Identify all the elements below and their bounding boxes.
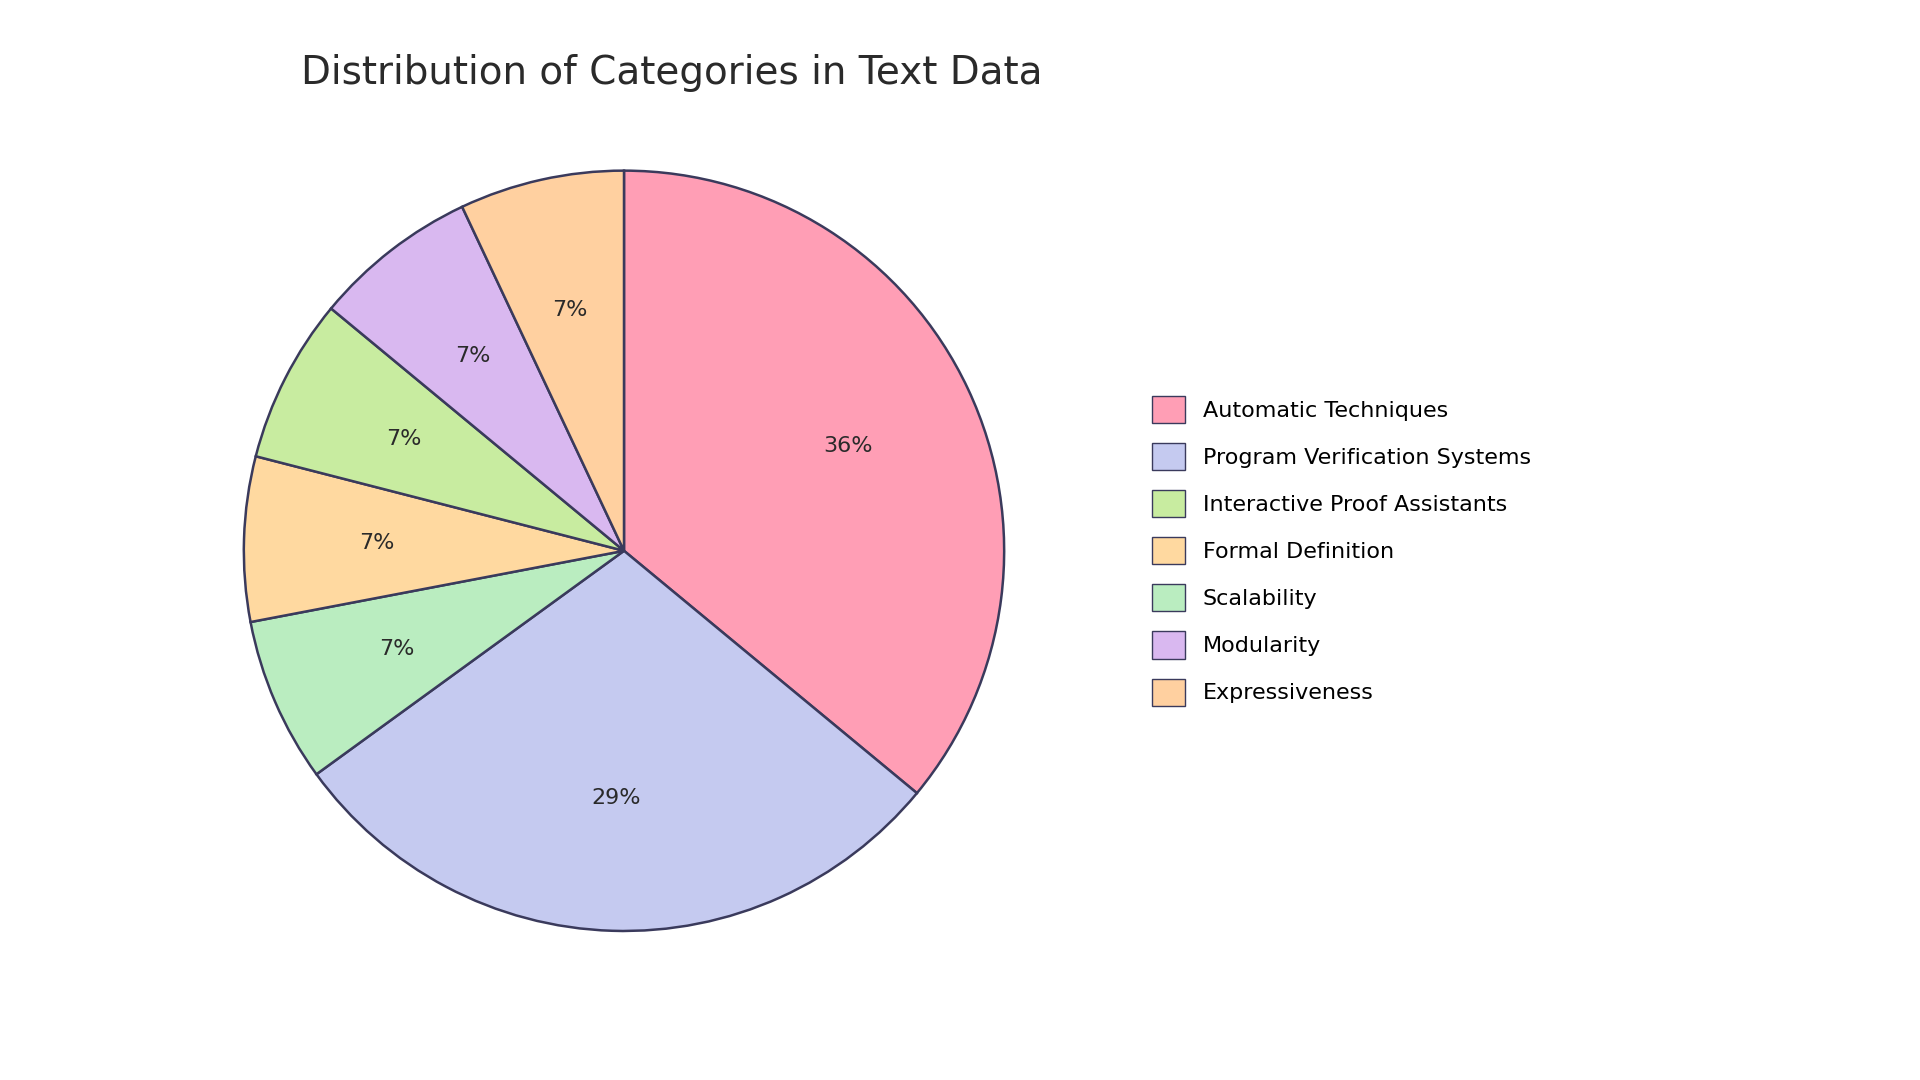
- Wedge shape: [624, 171, 1004, 793]
- Wedge shape: [317, 551, 918, 931]
- Text: 7%: 7%: [455, 346, 490, 365]
- Wedge shape: [252, 551, 624, 774]
- Text: 29%: 29%: [591, 787, 641, 808]
- Text: 7%: 7%: [380, 639, 415, 659]
- Text: 7%: 7%: [359, 534, 396, 553]
- Legend: Automatic Techniques, Program Verification Systems, Interactive Proof Assistants: Automatic Techniques, Program Verificati…: [1129, 374, 1553, 728]
- Text: Distribution of Categories in Text Data: Distribution of Categories in Text Data: [301, 54, 1043, 92]
- Text: 36%: 36%: [824, 435, 872, 456]
- Wedge shape: [244, 456, 624, 622]
- Wedge shape: [463, 171, 624, 551]
- Text: 7%: 7%: [553, 299, 588, 320]
- Wedge shape: [330, 207, 624, 551]
- Text: 7%: 7%: [386, 429, 422, 448]
- Wedge shape: [255, 309, 624, 551]
